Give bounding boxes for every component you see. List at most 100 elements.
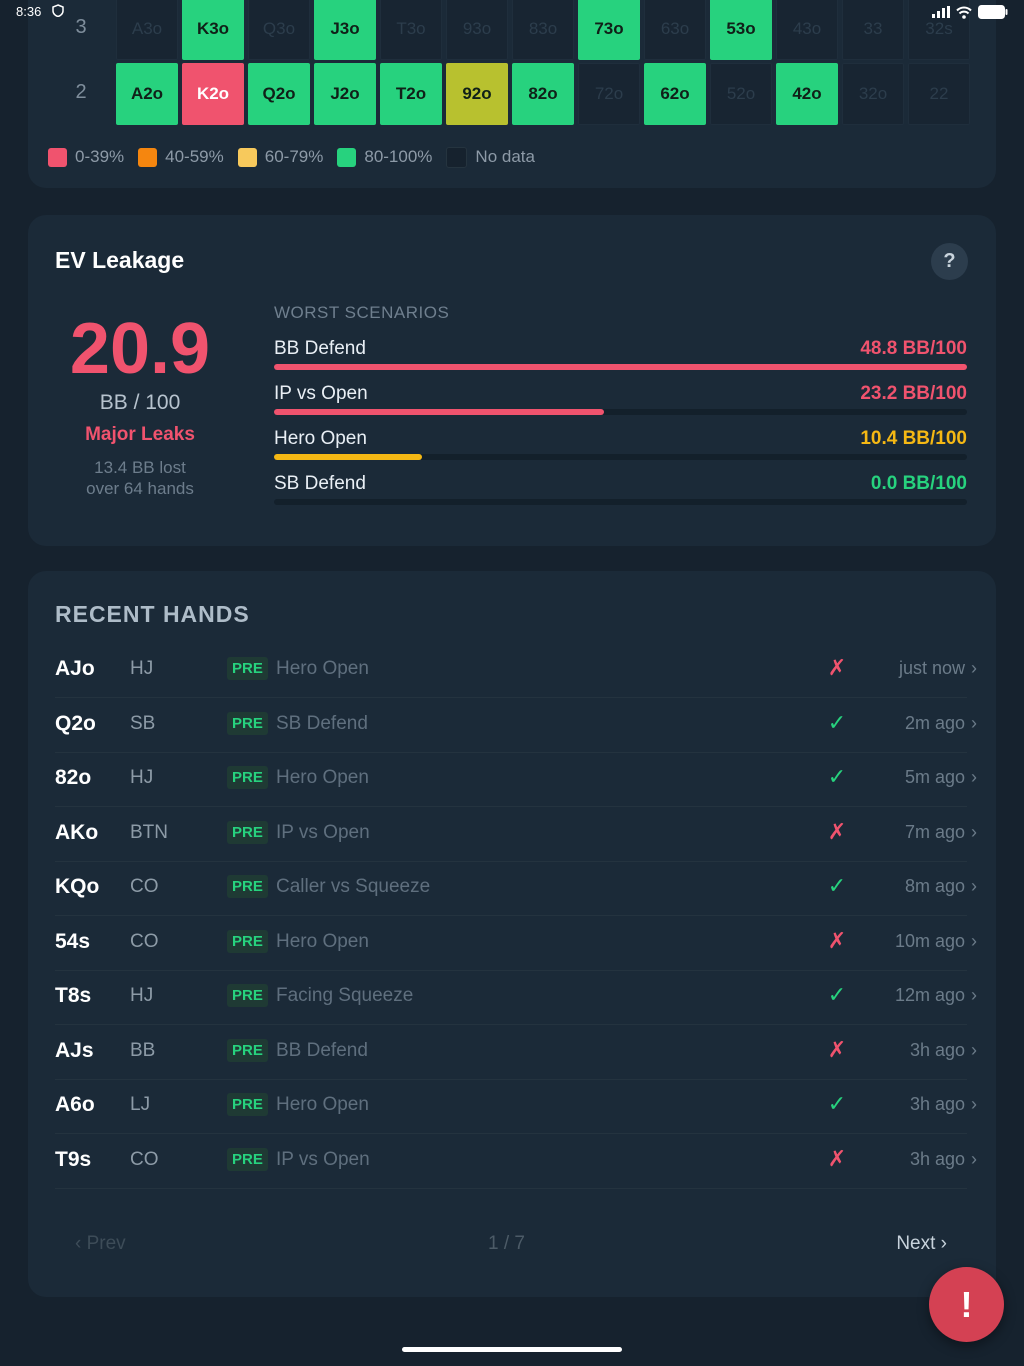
street-badge: PRE	[227, 875, 268, 898]
grid-cell[interactable]: 22	[908, 63, 970, 125]
grid-cell[interactable]: Q3o	[248, 0, 310, 60]
hands-count-text: over 64 hands	[86, 479, 194, 498]
grid-row-label: 3	[75, 16, 87, 38]
hand-position: BB	[130, 1039, 156, 1061]
legend-swatch	[337, 147, 357, 167]
grid-cell[interactable]: 92o	[446, 63, 508, 125]
grid-cell[interactable]: 83o	[512, 0, 574, 60]
worst-scenarios-header: WORST SCENARIOS	[274, 303, 450, 322]
recent-hands-card: RECENT HANDS AJo HJ PRE Hero Open ✗ just now ›…	[28, 571, 996, 1297]
grid-cell[interactable]: K2o	[182, 63, 244, 125]
hand-row[interactable]: 54s CO PRE Hero Open ✗ 10m ago ›	[55, 916, 977, 971]
grid-cell[interactable]: 32o	[842, 63, 904, 125]
hand-scenario: Hero Open	[276, 1094, 369, 1115]
hand-scenario: Facing Squeeze	[276, 985, 414, 1006]
scenario-row: IP vs Open 23.2 BB/100	[274, 383, 967, 423]
hand-name: A6o	[55, 1093, 95, 1116]
street-badge: PRE	[227, 984, 268, 1007]
result-wrong-icon: ✗	[827, 655, 847, 680]
grid-cell[interactable]: T3o	[380, 0, 442, 60]
grid-cell[interactable]: Q2o	[248, 63, 310, 125]
battery-icon	[978, 5, 1008, 19]
chevron-right-icon: ›	[971, 712, 977, 733]
grid-cell[interactable]: 52o	[710, 63, 772, 125]
street-badge: PRE	[227, 766, 268, 789]
hand-position: CO	[130, 876, 159, 897]
grid-cell[interactable]: 73o	[578, 0, 640, 60]
report-issue-button[interactable]: !	[929, 1267, 1004, 1342]
grid-cell[interactable]: K3o	[182, 0, 244, 60]
scenario-bar-fill	[274, 364, 967, 370]
hand-row[interactable]: AKo BTN PRE IP vs Open ✗ 7m ago ›	[55, 807, 977, 862]
result-wrong-icon: ✗	[827, 1145, 847, 1171]
hand-scenario: SB Defend	[276, 712, 368, 734]
scenario-row: SB Defend 0.0 BB/100	[274, 473, 967, 513]
ev-leakage-unit: BB / 100	[99, 391, 181, 414]
hand-scenario: IP vs Open	[276, 1148, 370, 1170]
hand-time: just now	[898, 658, 965, 678]
street-badge: PRE	[227, 1038, 268, 1062]
grid-cell[interactable]: 93o	[446, 0, 508, 60]
result-correct-icon: ✓	[827, 709, 847, 735]
grid-cell[interactable]: J2o	[314, 63, 376, 125]
hand-row[interactable]: AJs BB PRE BB Defend ✗ 3h ago ›	[55, 1025, 977, 1080]
chevron-right-icon: ›	[971, 767, 977, 787]
hand-row[interactable]: T9s CO PRE IP vs Open ✗ 3h ago ›	[55, 1134, 977, 1189]
hand-scenario: Hero Open	[276, 930, 369, 952]
grid-cell[interactable]: 32s	[908, 0, 970, 60]
legend-item: 0-39%	[48, 147, 124, 167]
page-indicator: 1 / 7	[488, 1233, 525, 1254]
scenario-bar-track	[274, 454, 967, 460]
chevron-right-icon: ›	[971, 658, 977, 678]
grid-cell[interactable]: 63o	[644, 0, 706, 60]
hand-scenario: Caller vs Squeeze	[276, 876, 431, 897]
scenario-row: BB Defend 48.8 BB/100	[274, 338, 967, 378]
legend-label: 60-79%	[264, 147, 324, 166]
scenario-value: 0.0 BB/100	[870, 473, 967, 494]
help-button[interactable]: ?	[931, 243, 968, 280]
hand-time: 10m ago	[894, 930, 965, 951]
scenario-bar-fill	[274, 409, 604, 415]
result-correct-icon: ✓	[827, 873, 847, 898]
ev-leakage-title: EV Leakage	[55, 247, 185, 273]
recent-hands-title: RECENT HANDS	[55, 601, 250, 627]
home-indicator[interactable]	[402, 1347, 622, 1352]
ev-leakage-card: EV Leakage ? 20.9 BB / 100 Major Leaks 1…	[28, 215, 996, 546]
grid-cell[interactable]: 42o	[776, 63, 838, 125]
grid-row: 2 A2o K2o Q2o J2o T2o 92o 82o 72o 62o 52o 42o 32o 22	[28, 63, 996, 125]
street-badge: PRE	[227, 711, 268, 735]
hand-row[interactable]: KQo CO PRE Caller vs Squeeze ✓ 8m ago ›	[55, 861, 977, 916]
hand-row[interactable]: Q2o SB PRE SB Defend ✓ 2m ago ›	[55, 698, 977, 753]
street-badge: PRE	[227, 929, 268, 953]
grid-cell[interactable]: 62o	[644, 63, 706, 125]
hand-name: T8s	[55, 984, 92, 1007]
scenario-value: 10.4 BB/100	[860, 428, 967, 449]
next-page-button[interactable]: Next ›	[896, 1233, 947, 1254]
grid-cell[interactable]: 82o	[512, 63, 574, 125]
scenario-name: IP vs Open	[274, 383, 368, 404]
status-icons	[932, 4, 1008, 20]
grid-cell[interactable]: A3o	[116, 0, 178, 60]
hand-row[interactable]: T8s HJ PRE Facing Squeeze ✓ 12m ago ›	[55, 970, 977, 1025]
hand-row[interactable]: A6o LJ PRE Hero Open ✓ 3h ago ›	[55, 1079, 977, 1134]
grid-cell[interactable]: J3o	[314, 0, 376, 60]
hand-scenario: BB Defend	[276, 1039, 368, 1061]
scenario-bar-track	[274, 499, 967, 505]
grid-cell[interactable]: 72o	[578, 63, 640, 125]
grid-cell[interactable]: 53o	[710, 0, 772, 60]
hand-time: 3h ago	[909, 1039, 965, 1060]
hand-row[interactable]: 82o HJ PRE Hero Open ✓ 5m ago ›	[55, 752, 977, 807]
chevron-right-icon: ›	[971, 1094, 977, 1114]
hand-row[interactable]: AJo HJ PRE Hero Open ✗ just now ›	[55, 643, 977, 698]
grid-cell[interactable]: 33	[842, 0, 904, 60]
hand-position: HJ	[130, 767, 154, 788]
grid-cell[interactable]: T2o	[380, 63, 442, 125]
hand-name: KQo	[55, 875, 100, 898]
hand-position: LJ	[130, 1094, 151, 1115]
street-badge: PRE	[227, 1093, 268, 1116]
grid-cell[interactable]: A2o	[116, 63, 178, 125]
wifi-icon	[956, 6, 972, 19]
legend-item: 60-79%	[237, 147, 324, 167]
grid-cell[interactable]: 43o	[776, 0, 838, 60]
prev-page-button[interactable]: ‹ Prev	[75, 1233, 126, 1254]
